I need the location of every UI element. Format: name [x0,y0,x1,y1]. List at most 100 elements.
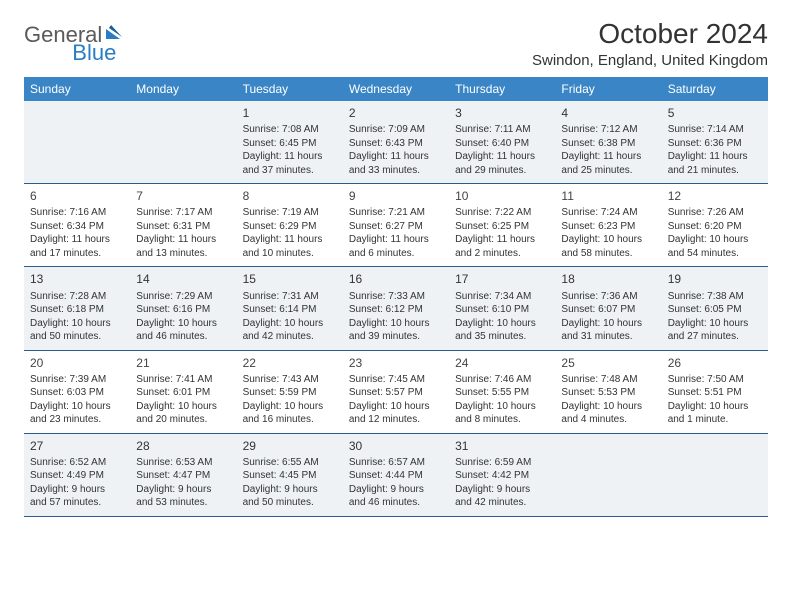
week-row: 20Sunrise: 7:39 AMSunset: 6:03 PMDayligh… [24,351,768,434]
daylight-line: Daylight: 10 hours and 23 minutes. [30,400,124,427]
sunrise-line: Sunrise: 7:45 AM [349,373,443,387]
sunset-line: Sunset: 6:07 PM [561,303,655,317]
sunrise-line: Sunrise: 7:41 AM [136,373,230,387]
day-number: 16 [349,271,443,287]
daylight-line: Daylight: 10 hours and 12 minutes. [349,400,443,427]
empty-cell [555,434,661,516]
daylight-line: Daylight: 10 hours and 4 minutes. [561,400,655,427]
day-number: 1 [243,105,337,121]
sunset-line: Sunset: 4:45 PM [243,469,337,483]
sunrise-line: Sunrise: 6:53 AM [136,456,230,470]
sunrise-line: Sunrise: 7:22 AM [455,206,549,220]
sunrise-line: Sunrise: 7:39 AM [30,373,124,387]
daylight-line: Daylight: 9 hours and 53 minutes. [136,483,230,510]
day-number: 5 [668,105,762,121]
day-number: 13 [30,271,124,287]
day-number: 31 [455,438,549,454]
week-row: 1Sunrise: 7:08 AMSunset: 6:45 PMDaylight… [24,101,768,184]
sunrise-line: Sunrise: 7:26 AM [668,206,762,220]
day-number: 10 [455,188,549,204]
sunset-line: Sunset: 6:38 PM [561,137,655,151]
day-cell: 29Sunrise: 6:55 AMSunset: 4:45 PMDayligh… [237,434,343,516]
daylight-line: Daylight: 11 hours and 29 minutes. [455,150,549,177]
sunrise-line: Sunrise: 7:12 AM [561,123,655,137]
day-cell: 21Sunrise: 7:41 AMSunset: 6:01 PMDayligh… [130,351,236,433]
daylight-line: Daylight: 11 hours and 37 minutes. [243,150,337,177]
dow-header-friday: Friday [555,77,661,101]
logo: General Blue [24,18,172,48]
empty-cell [24,101,130,183]
empty-cell [130,101,236,183]
dow-header-thursday: Thursday [449,77,555,101]
daylight-line: Daylight: 10 hours and 50 minutes. [30,317,124,344]
day-number: 27 [30,438,124,454]
sunrise-line: Sunrise: 7:11 AM [455,123,549,137]
sunset-line: Sunset: 6:23 PM [561,220,655,234]
day-number: 8 [243,188,337,204]
sunset-line: Sunset: 6:01 PM [136,386,230,400]
sunrise-line: Sunrise: 7:19 AM [243,206,337,220]
daylight-line: Daylight: 10 hours and 42 minutes. [243,317,337,344]
daylight-line: Daylight: 10 hours and 54 minutes. [668,233,762,260]
daylight-line: Daylight: 11 hours and 17 minutes. [30,233,124,260]
sunrise-line: Sunrise: 7:31 AM [243,290,337,304]
sunrise-line: Sunrise: 7:46 AM [455,373,549,387]
day-number: 11 [561,188,655,204]
sunrise-line: Sunrise: 7:09 AM [349,123,443,137]
sunset-line: Sunset: 6:14 PM [243,303,337,317]
sunset-line: Sunset: 6:25 PM [455,220,549,234]
day-cell: 7Sunrise: 7:17 AMSunset: 6:31 PMDaylight… [130,184,236,266]
daylight-line: Daylight: 10 hours and 1 minute. [668,400,762,427]
sunset-line: Sunset: 6:34 PM [30,220,124,234]
sunset-line: Sunset: 6:12 PM [349,303,443,317]
day-cell: 9Sunrise: 7:21 AMSunset: 6:27 PMDaylight… [343,184,449,266]
sunrise-line: Sunrise: 7:50 AM [668,373,762,387]
sunrise-line: Sunrise: 7:34 AM [455,290,549,304]
day-number: 12 [668,188,762,204]
day-cell: 31Sunrise: 6:59 AMSunset: 4:42 PMDayligh… [449,434,555,516]
sunset-line: Sunset: 4:42 PM [455,469,549,483]
day-cell: 4Sunrise: 7:12 AMSunset: 6:38 PMDaylight… [555,101,661,183]
calendar-grid: SundayMondayTuesdayWednesdayThursdayFrid… [24,77,768,517]
day-cell: 17Sunrise: 7:34 AMSunset: 6:10 PMDayligh… [449,267,555,349]
day-cell: 11Sunrise: 7:24 AMSunset: 6:23 PMDayligh… [555,184,661,266]
sunrise-line: Sunrise: 6:57 AM [349,456,443,470]
dow-header-sunday: Sunday [24,77,130,101]
calendar-header: General Blue October 2024 Swindon, Engla… [24,18,768,69]
dow-header-monday: Monday [130,77,236,101]
day-cell: 23Sunrise: 7:45 AMSunset: 5:57 PMDayligh… [343,351,449,433]
day-number: 15 [243,271,337,287]
day-number: 24 [455,355,549,371]
sunset-line: Sunset: 6:45 PM [243,137,337,151]
daylight-line: Daylight: 10 hours and 58 minutes. [561,233,655,260]
week-row: 27Sunrise: 6:52 AMSunset: 4:49 PMDayligh… [24,434,768,517]
day-number: 2 [349,105,443,121]
day-cell: 10 Sunrise: 7:22 AMSunset: 6:25 PMDayligh… [449,184,555,266]
day-number: 28 [136,438,230,454]
day-cell: 30Sunrise: 6:57 AMSunset: 4:44 PMDayligh… [343,434,449,516]
daylight-line: Daylight: 10 hours and 46 minutes. [136,317,230,344]
day-cell: 22Sunrise: 7:43 AMSunset: 5:59 PMDayligh… [237,351,343,433]
sunrise-line: Sunrise: 7:21 AM [349,206,443,220]
day-cell: 8Sunrise: 7:19 AMSunset: 6:29 PMDaylight… [237,184,343,266]
daylight-line: Daylight: 10 hours and 16 minutes. [243,400,337,427]
daylight-line: Daylight: 11 hours and 2 minutes. [455,233,549,260]
day-number: 6 [30,188,124,204]
day-cell: 13Sunrise: 7:28 AMSunset: 6:18 PMDayligh… [24,267,130,349]
day-cell: 14Sunrise: 7:29 AMSunset: 6:16 PMDayligh… [130,267,236,349]
day-number: 3 [455,105,549,121]
sunset-line: Sunset: 5:57 PM [349,386,443,400]
sunrise-line: Sunrise: 6:52 AM [30,456,124,470]
day-number: 4 [561,105,655,121]
day-cell: 3 Sunrise: 7:11 AMSunset: 6:40 PMDaylight… [449,101,555,183]
day-number: 7 [136,188,230,204]
day-number: 26 [668,355,762,371]
day-number: 9 [349,188,443,204]
daylight-line: Daylight: 11 hours and 33 minutes. [349,150,443,177]
daylight-line: Daylight: 11 hours and 13 minutes. [136,233,230,260]
sunset-line: Sunset: 6:40 PM [455,137,549,151]
daylight-line: Daylight: 10 hours and 27 minutes. [668,317,762,344]
day-cell: 24Sunrise: 7:46 AMSunset: 5:55 PMDayligh… [449,351,555,433]
day-cell: 18Sunrise: 7:36 AMSunset: 6:07 PMDayligh… [555,267,661,349]
daylight-line: Daylight: 10 hours and 35 minutes. [455,317,549,344]
